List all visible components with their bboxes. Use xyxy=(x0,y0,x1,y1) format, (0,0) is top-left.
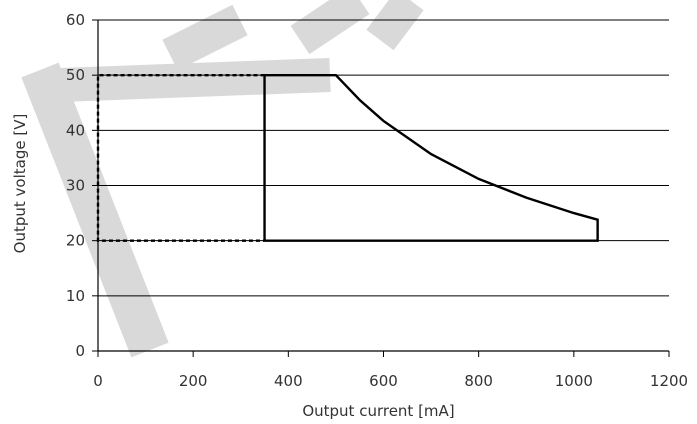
x-tick-label: 200 xyxy=(179,372,208,390)
watermark-stroke xyxy=(21,62,169,358)
watermark-stroke xyxy=(59,58,331,102)
y-tick-label: 10 xyxy=(66,287,85,305)
x-tick-label: 1000 xyxy=(555,372,593,390)
x-tick-label: 0 xyxy=(93,372,103,390)
x-tick-label: 1200 xyxy=(650,372,688,390)
watermark-stroke xyxy=(162,4,248,71)
y-tick-label: 60 xyxy=(66,11,85,29)
operating-area-outline xyxy=(263,73,599,242)
x-axis-title: Output current [mA] xyxy=(302,402,454,420)
y-tick-label: 50 xyxy=(66,66,85,84)
y-tick-label: 0 xyxy=(75,342,85,360)
series xyxy=(96,73,599,242)
x-tick-label: 800 xyxy=(464,372,493,390)
watermark-graphic xyxy=(21,0,424,358)
x-tick-label: 400 xyxy=(274,372,303,390)
y-tick-label: 30 xyxy=(66,177,85,195)
x-tick-label: 600 xyxy=(369,372,398,390)
y-tick-label: 40 xyxy=(66,121,85,139)
dashed-boundary-line xyxy=(96,73,265,242)
y-tick-label: 20 xyxy=(66,232,85,250)
y-axis-title: Output voltage [V] xyxy=(11,114,29,254)
